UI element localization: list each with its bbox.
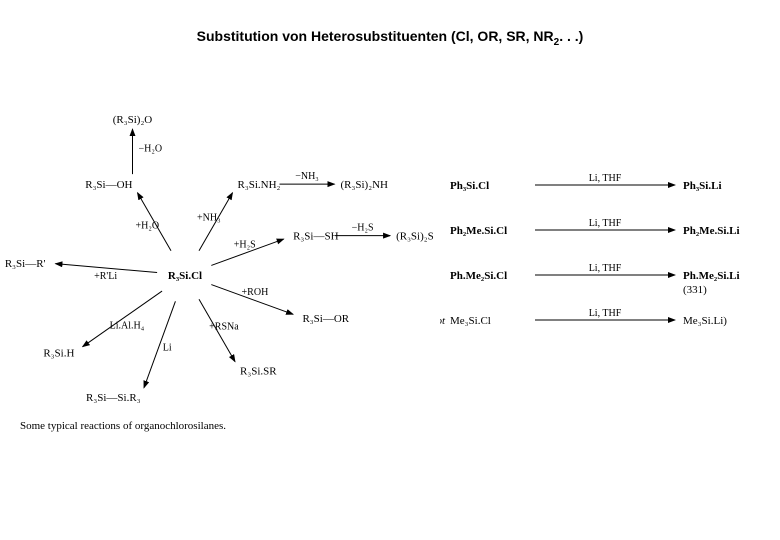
title-main: Substitution von Heterosubstituenten (Cl…	[197, 28, 554, 44]
svg-text:Ph.Me₂Si.Li: Ph.Me₂Si.Li	[683, 270, 740, 282]
svg-text:R₃Si—OH: R₃Si—OH	[85, 179, 132, 191]
svg-text:Me₃Si.Cl: Me₃Si.Cl	[450, 315, 491, 327]
reaction-list: Ph₃Si.Cl Li, THF Ph₃Si.Li Ph₂Me.Si.Cl Li, TH…	[440, 150, 780, 410]
svg-text:+ROH: +ROH	[242, 287, 269, 298]
svg-text:Ph₃Si.Cl: Ph₃Si.Cl	[450, 180, 489, 192]
svg-text:+RSNa: +RSNa	[209, 321, 239, 332]
svg-text:(R₃Si)₂S: (R₃Si)₂S	[396, 231, 434, 243]
svg-text:R₃Si.Cl: R₃Si.Cl	[168, 270, 202, 282]
svg-text:Li: Li	[163, 342, 172, 353]
svg-text:R₃Si—Si.R₃: R₃Si—Si.R₃	[86, 392, 141, 404]
svg-text:R₃Si.H: R₃Si.H	[43, 347, 74, 359]
svg-text:R₃Si.NH₂: R₃Si.NH₂	[238, 179, 281, 191]
svg-text:Ph₂Me.Si.Cl: Ph₂Me.Si.Cl	[450, 225, 507, 237]
svg-text:Ph.Me₂Si.Cl: Ph.Me₂Si.Cl	[450, 270, 507, 282]
svg-text:R₃Si—SH: R₃Si—SH	[293, 231, 339, 243]
svg-text:R₃Si—OR: R₃Si—OR	[302, 313, 349, 325]
svg-text:R₃Si—R': R₃Si—R'	[5, 258, 46, 270]
svg-text:Ph₃Si.Li: Ph₃Si.Li	[683, 180, 722, 192]
svg-text:−H₂O: −H₂O	[139, 144, 163, 155]
svg-text:+NH₃: +NH₃	[197, 213, 221, 224]
svg-text:Li, THF: Li, THF	[589, 308, 622, 319]
svg-text:+H₂S: +H₂S	[234, 240, 256, 251]
svg-text:+R'Li: +R'Li	[94, 271, 117, 282]
svg-text:(R₃Si)₂O: (R₃Si)₂O	[113, 114, 153, 126]
svg-text:+H₂O: +H₂O	[136, 221, 160, 232]
svg-text:−NH₃: −NH₃	[295, 171, 319, 182]
svg-text:Ph₂Me.Si.Li: Ph₂Me.Si.Li	[683, 225, 740, 237]
svg-text:(but not: (but not	[440, 315, 446, 327]
figure-caption: Some typical reactions of organochlorosi…	[20, 420, 226, 432]
spoke-arrow	[83, 291, 162, 347]
svg-text:Li, THF: Li, THF	[589, 218, 622, 229]
svg-text:Li.Al.H₄: Li.Al.H₄	[110, 320, 145, 331]
svg-text:R₃Si.SR: R₃Si.SR	[240, 365, 277, 377]
page-title: Substitution von Heterosubstituenten (Cl…	[0, 28, 780, 48]
svg-text:Me₃Si.Li): Me₃Si.Li)	[683, 315, 727, 327]
svg-text:−H₂S: −H₂S	[352, 223, 374, 234]
svg-text:(331): (331)	[683, 284, 707, 296]
svg-text:Li, THF: Li, THF	[589, 173, 622, 184]
svg-text:Li, THF: Li, THF	[589, 263, 622, 274]
title-tail: . . .)	[559, 28, 583, 44]
svg-text:(R₃Si)₂NH: (R₃Si)₂NH	[341, 179, 389, 191]
